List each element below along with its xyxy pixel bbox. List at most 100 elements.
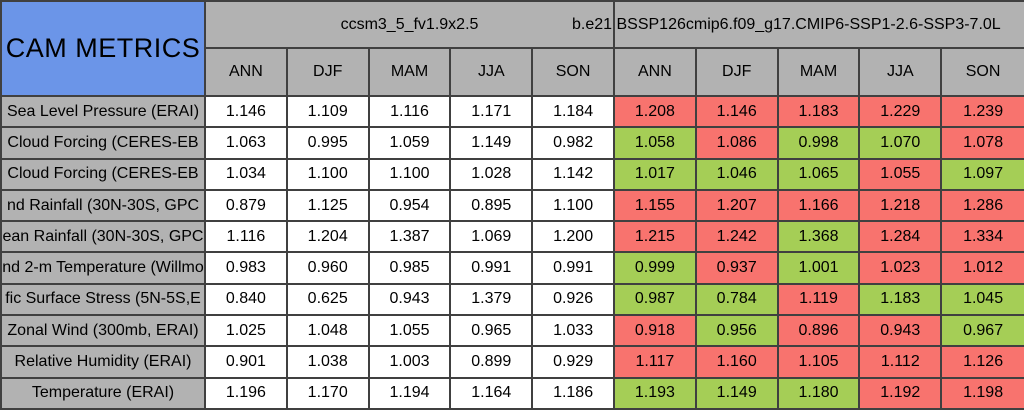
metric-value-model1: 0.991: [451, 253, 534, 285]
metric-value-model1: 1.100: [287, 159, 370, 191]
metric-value-model1: 1.116: [369, 97, 452, 129]
metric-value-model2-red: 1.117: [615, 347, 697, 379]
table-title: CAM METRICS: [5, 33, 201, 63]
metric-value-model1: 1.379: [451, 284, 534, 317]
season-header-jja-model1: JJA: [451, 49, 534, 97]
metric-label: nd 2-m Temperature (Willmo: [2, 253, 206, 285]
metric-value-model2-red: 1.166: [778, 190, 861, 223]
metric-value-model1: 1.069: [451, 222, 534, 254]
metric-value-model1: 1.048: [287, 316, 370, 348]
metric-label: Cloud Forcing (CERES-EB: [2, 159, 206, 191]
metric-value-model2-red: 1.218: [860, 190, 943, 223]
metric-value-model2-green: 1.045: [942, 284, 1024, 317]
metric-value-model1: 1.200: [533, 222, 615, 254]
metric-value-model2-red: 1.286: [942, 190, 1024, 223]
metric-value-model2-red: 1.284: [860, 222, 943, 254]
model1-name: ccsm3_5_fv1.9x2.5: [340, 15, 479, 33]
metric-value-model1: 1.055: [369, 316, 452, 348]
metric-label: fic Surface Stress (5N-5S,E: [2, 284, 206, 317]
metric-value-model1: 1.387: [369, 222, 452, 254]
metric-value-model2-red: 1.146: [696, 97, 779, 129]
metric-value-model2-green: 1.183: [860, 284, 943, 317]
metric-value-model1: 0.899: [451, 347, 534, 379]
metric-value-model2-red: 1.215: [615, 222, 697, 254]
metric-value-model1: 1.034: [206, 159, 288, 191]
metric-value-model1: 0.840: [206, 284, 288, 317]
metric-value-model1: 1.194: [369, 378, 452, 410]
metric-value-model2-red: 1.112: [860, 347, 943, 379]
metric-value-model1: 1.196: [206, 378, 288, 410]
model1-group-header: ccsm3_5_fv1.9x2.5: [206, 2, 615, 49]
column-divider: [613, 2, 615, 47]
metric-value-model2-green: 1.046: [696, 159, 779, 191]
metric-value-model1: 0.929: [533, 347, 615, 379]
season-header-jja-model2: JJA: [860, 49, 943, 97]
metric-value-model1: 0.926: [533, 284, 615, 317]
season-header-djf-model1: DJF: [287, 49, 370, 97]
metric-value-model1: 0.995: [287, 128, 370, 160]
metric-value-model1: 0.895: [451, 190, 534, 223]
metric-value-model2-red: 1.105: [778, 347, 861, 379]
metric-value-model2-green: 1.368: [778, 222, 861, 254]
metric-value-model1: 1.170: [287, 378, 370, 410]
metric-value-model1: 1.171: [451, 97, 534, 129]
metric-value-model2-green: 1.193: [615, 378, 697, 410]
metric-value-model1: 0.982: [533, 128, 615, 160]
metric-value-model1: 1.149: [451, 128, 534, 160]
table-title-cell: CAM METRICS: [2, 2, 206, 97]
metric-value-model2-green: 1.058: [615, 128, 697, 160]
season-header-djf-model2: DJF: [696, 49, 779, 97]
metric-value-model1: 1.025: [206, 316, 288, 348]
season-header-mam-model2: MAM: [778, 49, 861, 97]
metric-value-model1: 1.033: [533, 316, 615, 348]
metric-value-model2-red: 1.012: [942, 253, 1024, 285]
metric-value-model1: 0.991: [533, 253, 615, 285]
metric-value-model1: 0.943: [369, 284, 452, 317]
metric-value-model2-red: 1.229: [860, 97, 943, 129]
metric-value-model2-green: 1.065: [778, 159, 861, 191]
metric-value-model1: 1.028: [451, 159, 534, 191]
metric-value-model2-red: 1.160: [696, 347, 779, 379]
metric-label: ean Rainfall (30N-30S, GPC: [2, 222, 206, 254]
metric-value-model1: 0.625: [287, 284, 370, 317]
metric-value-model1: 1.125: [287, 190, 370, 223]
season-header-ann-model2: ANN: [615, 49, 697, 97]
metric-label: Sea Level Pressure (ERAI): [2, 97, 206, 129]
metric-value-model2-green: 1.097: [942, 159, 1024, 191]
metric-value-model2-red: 1.078: [942, 128, 1024, 160]
metric-value-model1: 1.038: [287, 347, 370, 379]
metric-label: Cloud Forcing (CERES-EB: [2, 128, 206, 160]
metric-value-model1: 1.100: [369, 159, 452, 191]
metric-value-model2-red: 1.055: [860, 159, 943, 191]
season-header-son-model2: SON: [942, 49, 1024, 97]
metric-value-model2-red: 1.155: [615, 190, 697, 223]
metric-value-model1: 0.954: [369, 190, 452, 223]
metric-value-model2-green: 0.967: [942, 316, 1024, 348]
metric-value-model1: 1.184: [533, 97, 615, 129]
metric-value-model2-green: 0.998: [778, 128, 861, 160]
metric-value-model1: 1.109: [287, 97, 370, 129]
metric-value-model1: 1.116: [206, 222, 288, 254]
metric-value-model2-red: 0.943: [860, 316, 943, 348]
metric-value-model1: 1.003: [369, 347, 452, 379]
metric-value-model1: 1.142: [533, 159, 615, 191]
metric-value-model2-red: 1.242: [696, 222, 779, 254]
metric-value-model2-green: 0.956: [696, 316, 779, 348]
metric-value-model2-red: 1.334: [942, 222, 1024, 254]
metric-value-model1: 1.164: [451, 378, 534, 410]
season-header-mam-model1: MAM: [369, 49, 452, 97]
metric-value-model2-green: 1.001: [778, 253, 861, 285]
metric-value-model2-green: 0.987: [615, 284, 697, 317]
metric-value-model2-red: 1.086: [696, 128, 779, 160]
metric-label: nd Rainfall (30N-30S, GPC: [2, 190, 206, 223]
metric-value-model2-green: 1.180: [778, 378, 861, 410]
metric-value-model2-red: 1.198: [942, 378, 1024, 410]
metric-value-model1: 1.059: [369, 128, 452, 160]
metric-value-model1: 0.965: [451, 316, 534, 348]
metric-value-model1: 1.100: [533, 190, 615, 223]
metric-value-model2-green: 1.070: [860, 128, 943, 160]
metric-label: Temperature (ERAI): [2, 378, 206, 410]
metric-value-model1: 1.204: [287, 222, 370, 254]
metric-value-model2-green: 0.784: [696, 284, 779, 317]
